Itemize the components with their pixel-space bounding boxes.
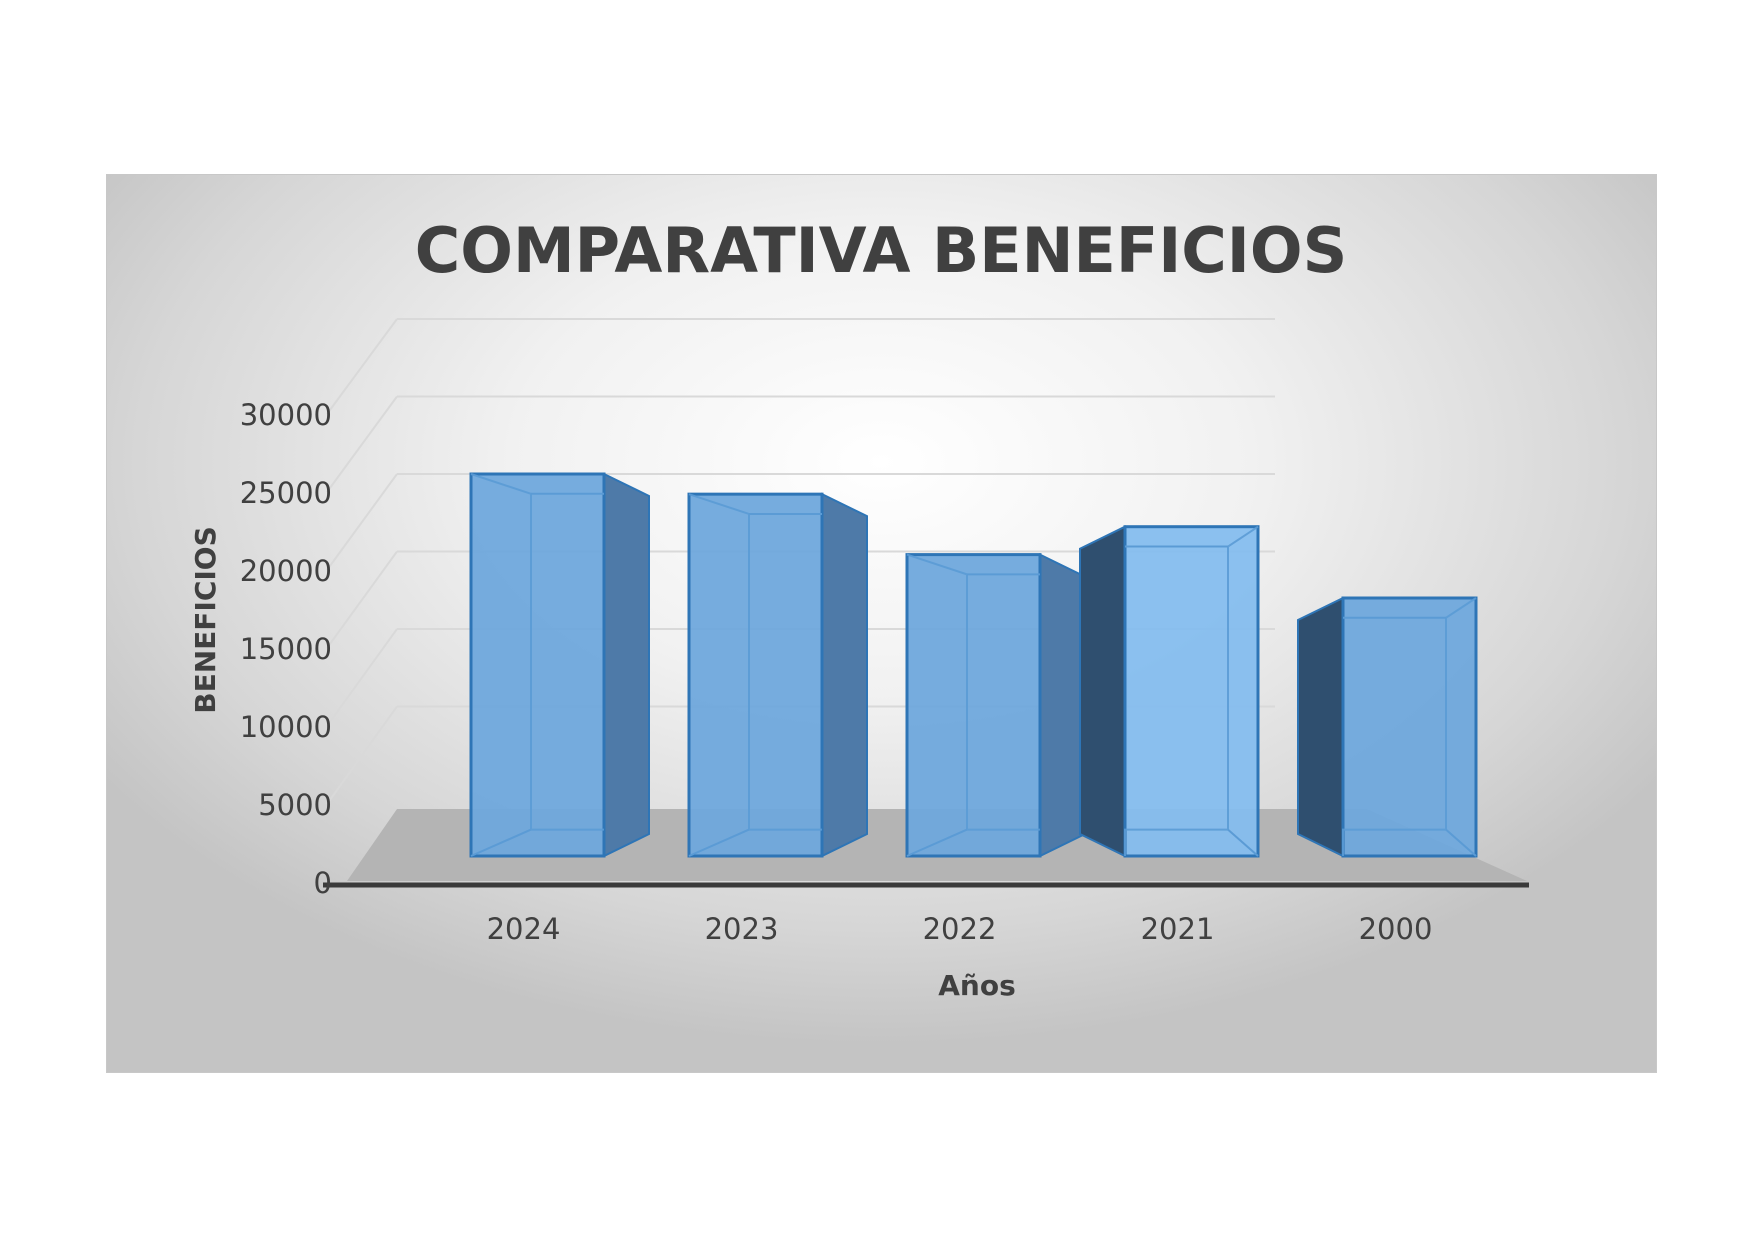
x-tick-label: 2021 bbox=[1141, 912, 1215, 946]
chart-title: COMPARATIVA BENEFICIOS bbox=[415, 214, 1347, 287]
bar-inner-edge bbox=[688, 828, 750, 857]
bar-inner-edge bbox=[906, 828, 968, 857]
bar bbox=[905, 552, 1086, 858]
bar bbox=[1079, 525, 1260, 858]
gridline-side bbox=[326, 318, 398, 415]
x-tick-label: 2022 bbox=[923, 912, 997, 946]
y-tick-label: 30000 bbox=[240, 398, 332, 432]
y-tick-label: 5000 bbox=[258, 788, 332, 822]
bar-side bbox=[821, 492, 868, 858]
x-axis-title: Años bbox=[938, 969, 1016, 1002]
bar-side bbox=[1297, 596, 1344, 858]
bars bbox=[469, 472, 1478, 858]
gridline-side bbox=[326, 473, 398, 571]
x-tick-label: 2024 bbox=[487, 912, 561, 946]
x-axis-ticks: 2024 2023 2022 2021 2000 bbox=[487, 912, 1433, 946]
y-axis-title: BENEFICIOS bbox=[189, 526, 222, 714]
y-tick-label: 10000 bbox=[240, 710, 332, 744]
bar-front bbox=[687, 492, 824, 858]
bar-front bbox=[905, 553, 1042, 858]
y-tick-label: 15000 bbox=[240, 632, 332, 666]
x-tick-label: 2000 bbox=[1359, 912, 1433, 946]
bar-side bbox=[1039, 552, 1086, 858]
bar-inner-edge bbox=[906, 553, 1040, 831]
bar-inner-edge bbox=[1227, 828, 1259, 857]
bar-front bbox=[469, 472, 606, 858]
chart-svg: COMPARATIVA BENEFICIOS 0 5000 10000 15000 20… bbox=[189, 214, 1529, 1002]
y-tick-label: 0 bbox=[314, 866, 332, 900]
bar bbox=[687, 492, 868, 858]
bar-inner-edge bbox=[688, 493, 822, 831]
x-tick-label: 2023 bbox=[705, 912, 779, 946]
y-tick-label: 25000 bbox=[240, 476, 332, 510]
y-axis-ticks: 0 5000 10000 15000 20000 25000 30000 bbox=[240, 398, 332, 900]
bar-inner-edge bbox=[470, 473, 604, 831]
chart-area: COMPARATIVA BENEFICIOS 0 5000 10000 15000 20… bbox=[106, 174, 1657, 1073]
bar-inner-edge bbox=[1445, 828, 1477, 857]
gridline-side bbox=[326, 628, 398, 727]
bar bbox=[1297, 596, 1478, 858]
bar-side bbox=[603, 472, 650, 858]
y-tick-label: 20000 bbox=[240, 554, 332, 588]
gridline-side bbox=[326, 550, 398, 649]
gridline-side bbox=[326, 705, 398, 805]
bar bbox=[469, 472, 650, 858]
bar-front bbox=[1341, 596, 1478, 858]
bar-front bbox=[1123, 525, 1260, 858]
bar-side bbox=[1079, 525, 1126, 858]
bar-inner-edge bbox=[470, 828, 532, 857]
gridline-side bbox=[326, 395, 398, 493]
